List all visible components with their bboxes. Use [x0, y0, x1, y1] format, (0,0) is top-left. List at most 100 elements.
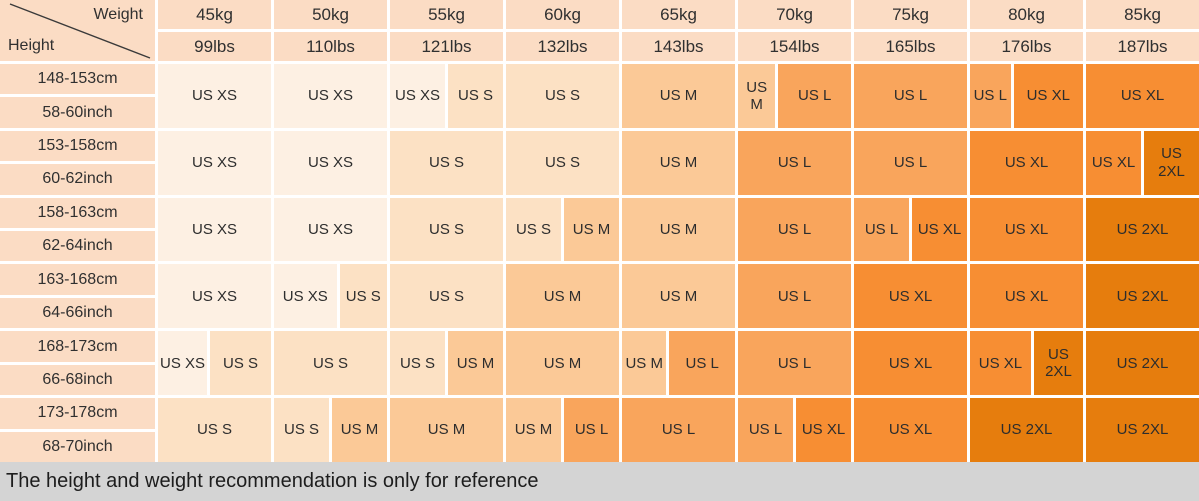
- size-cell: US M: [506, 264, 619, 329]
- size-value: US XL: [970, 331, 1031, 396]
- size-value: US M: [622, 264, 735, 329]
- header-lbs-cell: 121lbs: [390, 32, 503, 61]
- size-value: US L: [738, 398, 793, 462]
- size-value: US XL: [796, 398, 851, 462]
- size-cell-split: US XS US S: [390, 64, 503, 128]
- size-value: US XL: [854, 264, 967, 329]
- size-value: US 2XL: [970, 398, 1083, 462]
- size-cell: US L: [622, 398, 735, 462]
- size-cell: US XS: [274, 130, 387, 195]
- header-kg-cell: 50kg: [274, 0, 387, 29]
- size-value: US S: [210, 331, 271, 396]
- size-value: US L: [970, 64, 1011, 128]
- size-value: US L: [854, 197, 909, 262]
- size-value: US 2XL: [1144, 130, 1199, 195]
- size-cell-split: US S US M: [274, 398, 387, 462]
- size-value: US S: [339, 264, 387, 329]
- size-value: US M: [506, 398, 561, 462]
- size-cell-split: US S US M: [506, 197, 619, 262]
- corner-cell: Weight Height: [0, 0, 155, 61]
- size-cell-split: US M US L: [738, 64, 851, 128]
- size-value: US S: [448, 64, 503, 128]
- size-value: US XS: [158, 197, 271, 262]
- height-cm-label: 163-168cm: [0, 264, 155, 295]
- height-inch-label: 66-68inch: [0, 364, 155, 396]
- size-cell: US L: [854, 64, 967, 128]
- size-value: US L: [854, 64, 967, 128]
- size-cell: US XL: [1086, 64, 1199, 128]
- header-lbs-cell: 187lbs: [1086, 32, 1199, 61]
- size-cell: US 2XL: [970, 398, 1083, 462]
- size-cell-split: US XS US S: [274, 264, 387, 329]
- diagonal-line-icon: [9, 3, 151, 59]
- size-value: US XL: [970, 197, 1083, 262]
- size-value: US XL: [970, 264, 1083, 329]
- size-value: US S: [390, 130, 503, 195]
- size-value: US M: [622, 64, 735, 128]
- size-value: US XS: [158, 331, 208, 396]
- size-value: US L: [669, 331, 735, 396]
- size-value: US L: [738, 197, 851, 262]
- size-cell-split: US M US L: [506, 398, 619, 462]
- size-cell-split: US L US XL: [854, 197, 967, 262]
- size-value: US L: [738, 264, 851, 329]
- size-cell: US XL: [970, 264, 1083, 329]
- size-value: US S: [158, 398, 271, 462]
- size-cell-split: US XL US 2XL: [1086, 130, 1199, 195]
- size-cell: US M: [390, 398, 503, 462]
- size-value: US L: [622, 398, 735, 462]
- size-value: US S: [274, 398, 329, 462]
- header-kg-cell: 45kg: [158, 0, 271, 29]
- size-value: US 2XL: [1086, 264, 1199, 329]
- size-cell: US L: [854, 130, 967, 195]
- size-cell: US M: [622, 130, 735, 195]
- header-lbs-cell: 99lbs: [158, 32, 271, 61]
- height-inch-label: 62-64inch: [0, 231, 155, 262]
- size-value: US XS: [390, 64, 445, 128]
- size-value: US 2XL: [1033, 331, 1083, 396]
- size-value: US XL: [912, 197, 967, 262]
- size-cell: US L: [738, 197, 851, 262]
- size-cell-split: US XL US 2XL: [970, 331, 1083, 396]
- size-value: US 2XL: [1086, 197, 1199, 262]
- size-cell: US M: [506, 331, 619, 396]
- size-cell: US XL: [970, 197, 1083, 262]
- size-cell: US M: [622, 264, 735, 329]
- size-grid: Weight Height 45kg 99lbs 50kg 110lbs 55kg 121…: [0, 0, 1199, 462]
- size-cell: US XL: [854, 398, 967, 462]
- size-value: US XS: [274, 64, 387, 128]
- size-cell: US M: [622, 64, 735, 128]
- size-value: US XS: [158, 130, 271, 195]
- size-value: US L: [738, 130, 851, 195]
- size-value: US S: [274, 331, 387, 396]
- size-cell: US XS: [274, 197, 387, 262]
- size-value: US XL: [854, 331, 967, 396]
- size-value: US S: [506, 130, 619, 195]
- height-inch-label: 64-66inch: [0, 297, 155, 329]
- size-cell: US XL: [854, 331, 967, 396]
- size-value: US L: [738, 331, 851, 396]
- header-lbs-cell: 165lbs: [854, 32, 967, 61]
- size-value: US 2XL: [1086, 398, 1199, 462]
- size-value: US M: [622, 197, 735, 262]
- footer-note-bar: The height and weight recommendation is …: [0, 462, 1199, 501]
- size-value: US S: [390, 197, 503, 262]
- size-cell: US S: [506, 130, 619, 195]
- size-value: US XS: [274, 264, 337, 329]
- size-value: US XL: [1013, 64, 1083, 128]
- height-inch-label: 68-70inch: [0, 431, 155, 462]
- height-cm-label: 168-173cm: [0, 331, 155, 362]
- size-cell-split: US M US L: [622, 331, 735, 396]
- size-value: US S: [390, 331, 445, 396]
- size-value: US L: [854, 130, 967, 195]
- size-cell: US M: [622, 197, 735, 262]
- header-lbs-cell: 176lbs: [970, 32, 1083, 61]
- size-value: US M: [448, 331, 503, 396]
- size-cell-split: US XS US S: [158, 331, 271, 396]
- size-value: US M: [506, 264, 619, 329]
- size-value: US S: [506, 197, 561, 262]
- header-kg-cell: 75kg: [854, 0, 967, 29]
- size-cell: US S: [390, 197, 503, 262]
- size-value: US M: [332, 398, 387, 462]
